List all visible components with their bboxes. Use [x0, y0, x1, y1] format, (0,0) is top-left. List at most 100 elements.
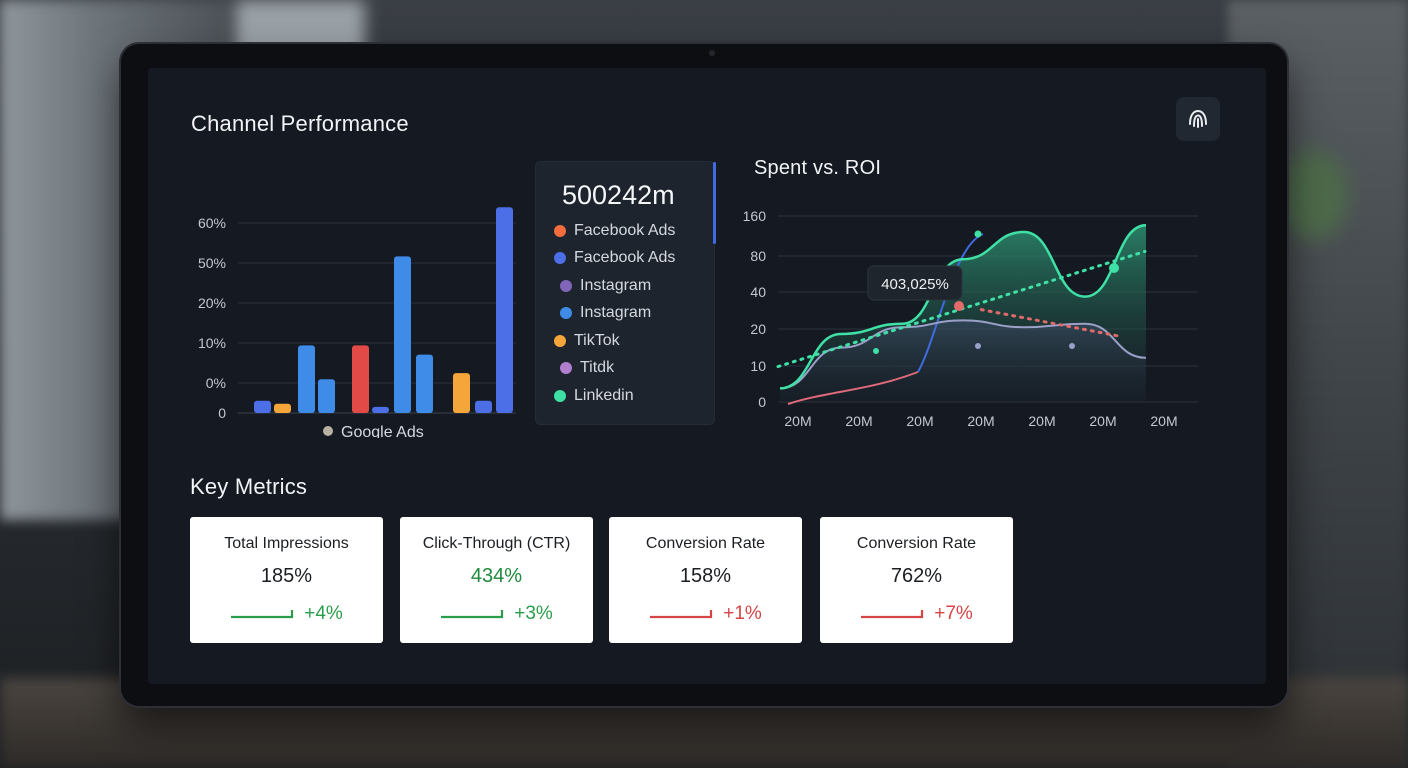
- bar: [416, 354, 433, 413]
- metric-delta: +4%: [304, 603, 343, 624]
- metric-value: 158%: [679, 565, 732, 587]
- legend-item[interactable]: Instagram: [554, 272, 675, 300]
- monitor: Channel Performance 60% 50% 20% 10% 0% 0 Googl…: [121, 44, 1287, 706]
- bar: [298, 345, 315, 413]
- line-x-tick: 20M: [1028, 413, 1055, 429]
- legend-item[interactable]: Facebook Ads: [554, 245, 675, 273]
- legend-dot: [554, 389, 566, 402]
- metric-trend: +7%: [820, 603, 1013, 625]
- spent-area: [780, 320, 1146, 402]
- bar: [475, 400, 492, 413]
- data-point: [1069, 343, 1075, 349]
- metric-delta: +1%: [723, 603, 762, 624]
- metric-value: 185%: [260, 565, 313, 587]
- legend-label: TikTok: [574, 331, 620, 349]
- webcam: [709, 50, 715, 56]
- highlight-point: [1109, 263, 1119, 273]
- line-y-tick: 40: [750, 284, 766, 300]
- metric-delta: +7%: [934, 603, 973, 624]
- metric-label: Total Impressions: [224, 535, 349, 552]
- bar-y-tick: 0%: [206, 375, 226, 391]
- line-y-tick: 160: [743, 208, 767, 224]
- highlight-point: [954, 301, 964, 311]
- legend-list: Facebook Ads Facebook Ads Instagram Instagr…: [554, 217, 675, 410]
- line-x-tick: 20M: [784, 413, 811, 429]
- channel-performance-title: Channel Performance: [191, 111, 409, 136]
- roi-line: [779, 223, 1147, 390]
- bar-y-tick: 20%: [198, 295, 226, 311]
- bar-y-tick: 10%: [198, 335, 226, 351]
- channel-bar-chart: 60% 50% 20% 10% 0% 0 Google Ads: [198, 207, 516, 438]
- legend-total-value: 500242m: [562, 180, 675, 210]
- legend-dot: [560, 307, 572, 320]
- metric-label: Conversion Rate: [645, 535, 766, 552]
- metric-card[interactable]: Total Impressions 185% +4%: [190, 517, 383, 643]
- legend-item[interactable]: Linkedin: [554, 382, 675, 410]
- line-x-tick: 20M: [1089, 413, 1116, 429]
- trend-line-icon: [861, 610, 924, 619]
- bar: [453, 373, 470, 413]
- legend-label: Instagram: [580, 304, 652, 322]
- background-plant: [1278, 150, 1348, 240]
- bar: [496, 207, 513, 413]
- fingerprint-icon: [1189, 109, 1207, 128]
- tooltip-box: [867, 265, 963, 301]
- bar-legend-label: Google Ads: [341, 424, 424, 438]
- trend-line-icon: [441, 610, 504, 619]
- legend-dot: [554, 224, 566, 237]
- line-x-tick: 20M: [1150, 413, 1177, 429]
- metric-delta: +3%: [514, 603, 553, 624]
- line-y-tick: 0: [758, 394, 766, 410]
- fingerprint-button[interactable]: [1176, 97, 1220, 141]
- trend-line-icon: [650, 610, 713, 619]
- metric-label: Conversion Rate: [856, 535, 977, 552]
- bar-y-tick: 50%: [198, 255, 226, 271]
- line-x-tick: 20M: [845, 413, 872, 429]
- legend-dot: [554, 334, 566, 347]
- bar: [274, 403, 291, 413]
- bar-y-tick: 60%: [198, 215, 226, 231]
- bar: [394, 256, 411, 413]
- metric-card[interactable]: Conversion Rate 762% +7%: [820, 517, 1013, 643]
- metric-value: 434%: [470, 565, 523, 587]
- dashboard-screen: Channel Performance 60% 50% 20% 10% 0% 0 Googl…: [148, 68, 1266, 684]
- bar: [318, 379, 335, 413]
- metric-trend: +1%: [609, 603, 802, 625]
- metric-trend: +3%: [400, 603, 593, 625]
- spent-vs-roi-title: Spent vs. ROI: [754, 157, 882, 179]
- metric-card[interactable]: Click-Through (CTR) 434% +3%: [400, 517, 593, 643]
- legend-dot: [560, 362, 572, 375]
- legend-scroll-indicator[interactable]: [713, 162, 716, 244]
- legend-dot: [554, 252, 566, 265]
- line-y-tick: 80: [750, 248, 766, 264]
- metric-label: Click-Through (CTR): [422, 535, 571, 552]
- bar: [254, 400, 271, 413]
- legend-label: Linkedin: [574, 386, 634, 404]
- bar: [372, 406, 389, 413]
- metric-card[interactable]: Conversion Rate 158% +1%: [609, 517, 802, 643]
- line-x-tick: 20M: [906, 413, 933, 429]
- red-line: [787, 371, 919, 405]
- metric-trend: +4%: [190, 603, 383, 625]
- spent-roi-line-chart: 160 80 40 20 10 0 20M 20M 20M 20M 20M 20M 20M 403,025…: [743, 208, 1198, 429]
- legend-dot: [560, 279, 572, 292]
- channel-legend-panel: 500242m Facebook Ads Facebook Ads Instagra…: [535, 161, 716, 425]
- line-y-tick: 10: [750, 358, 766, 374]
- data-point: [974, 230, 982, 238]
- line-x-tick: 20M: [967, 413, 994, 429]
- legend-item[interactable]: TikTok: [554, 327, 675, 355]
- legend-item[interactable]: Facebook Ads: [554, 217, 675, 245]
- legend-item[interactable]: Instagram: [554, 300, 675, 328]
- data-point: [873, 348, 879, 354]
- legend-item[interactable]: Titdk: [554, 355, 675, 383]
- legend-label: Facebook Ads: [574, 249, 676, 267]
- legend-label: Facebook Ads: [574, 221, 676, 239]
- trend-line-icon: [231, 610, 294, 619]
- legend-label: Titdk: [580, 359, 615, 377]
- bar: [352, 345, 369, 413]
- legend-label: Instagram: [580, 276, 652, 294]
- data-point: [975, 343, 981, 349]
- metric-value: 762%: [890, 565, 943, 587]
- legend-dot: [323, 426, 333, 436]
- bar-y-tick: 0: [218, 405, 226, 421]
